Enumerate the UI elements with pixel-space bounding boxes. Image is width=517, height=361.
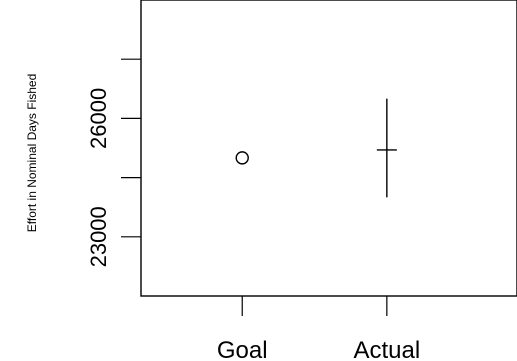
y-tick-label-2: 26000: [86, 88, 111, 149]
plot-frame-layer: [140, 0, 517, 297]
y-tick-label-1: 23000: [86, 206, 111, 267]
goal-point-marker: [235, 151, 249, 165]
marks-layer: [235, 98, 397, 198]
y-axis-label: Effort in Nominal Days Fished: [25, 74, 39, 233]
axis-layer: 23000 26000 Goal Actual: [86, 58, 420, 361]
plot-frame: [140, 0, 517, 297]
x-tick-label-actual: Actual: [353, 337, 420, 361]
x-tick-label-goal: Goal: [217, 337, 268, 361]
